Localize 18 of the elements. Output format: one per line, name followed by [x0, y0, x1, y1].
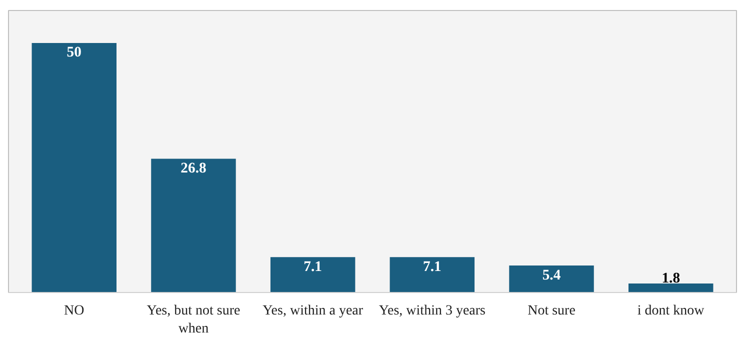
bar	[270, 257, 356, 292]
x-tick-label: NO	[64, 304, 84, 318]
x-tick-label: Not sure	[528, 304, 576, 318]
bar	[32, 42, 117, 292]
data-label: 26.8	[180, 160, 206, 176]
x-tick-label: Yes, but not sure when	[146, 304, 240, 336]
data-label: 1.8	[662, 270, 680, 286]
data-label: 7.1	[423, 258, 442, 275]
bar	[628, 284, 714, 292]
data-label: 7.1	[304, 258, 322, 275]
x-tick-label: Yes, within 3 years	[378, 304, 486, 318]
data-label: 5.4	[542, 267, 562, 284]
x-tick-label: i dont know	[637, 304, 706, 318]
x-tick-label: Yes, within a year	[262, 304, 364, 318]
bar	[151, 158, 236, 292]
data-label: 50	[66, 44, 82, 61]
bar	[509, 266, 594, 292]
bar	[390, 257, 475, 292]
